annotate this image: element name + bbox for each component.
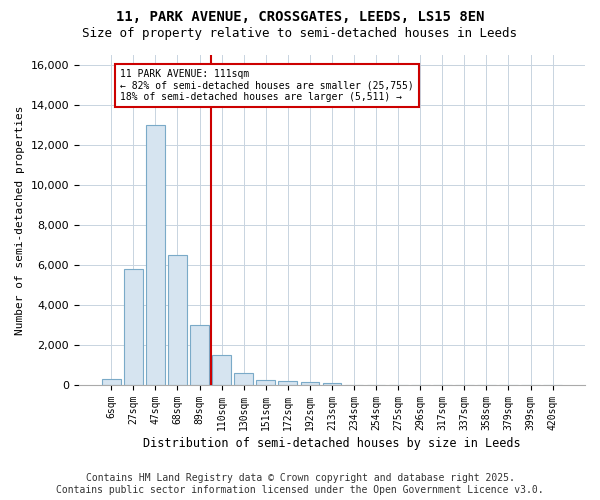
- Bar: [323, 383, 341, 385]
- Bar: [168, 255, 187, 385]
- Bar: [190, 325, 209, 385]
- Bar: [235, 373, 253, 385]
- Bar: [256, 380, 275, 385]
- Bar: [278, 381, 297, 385]
- Text: Size of property relative to semi-detached houses in Leeds: Size of property relative to semi-detach…: [83, 28, 517, 40]
- Text: 11 PARK AVENUE: 111sqm
← 82% of semi-detached houses are smaller (25,755)
18% of: 11 PARK AVENUE: 111sqm ← 82% of semi-det…: [120, 69, 414, 102]
- Text: Contains HM Land Registry data © Crown copyright and database right 2025.
Contai: Contains HM Land Registry data © Crown c…: [56, 474, 544, 495]
- Bar: [146, 125, 165, 385]
- Bar: [124, 269, 143, 385]
- X-axis label: Distribution of semi-detached houses by size in Leeds: Distribution of semi-detached houses by …: [143, 437, 521, 450]
- Bar: [102, 379, 121, 385]
- Y-axis label: Number of semi-detached properties: Number of semi-detached properties: [15, 106, 25, 335]
- Text: 11, PARK AVENUE, CROSSGATES, LEEDS, LS15 8EN: 11, PARK AVENUE, CROSSGATES, LEEDS, LS15…: [116, 10, 484, 24]
- Bar: [301, 382, 319, 385]
- Bar: [212, 355, 231, 385]
